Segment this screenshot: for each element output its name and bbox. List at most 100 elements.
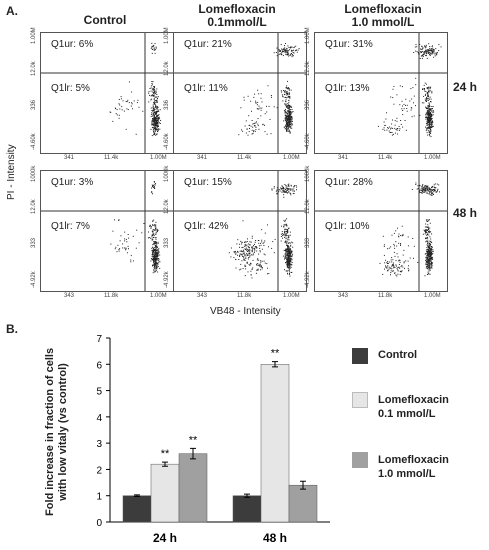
y-tick-label: -4.60k [164,133,170,150]
scatter-dots [41,33,173,153]
x-tick-label: 341 [338,155,349,161]
quadrant-lr-label: Q1lr: 11% [184,83,228,94]
y-tick-label: 1000k [31,165,37,182]
x-tick-label: 11.8k [237,293,252,299]
x-tick-label: 11.8k [378,293,393,299]
x-tick-label: 343 [64,293,75,299]
category-label: 48 h [263,531,287,545]
y-tick-label: 336 [305,99,311,110]
quadrant-ur-label: Q1ur: 28% [325,177,373,188]
scatter-dots [41,171,173,291]
scatter-plot-r1-c0: Q1ur: 3% Q1lr: 7% [40,170,174,292]
bar-1-2 [288,484,318,523]
quadrant-ur-label: Q1ur: 6% [51,39,94,50]
significance-mark: ** [189,434,198,446]
column-header-control: Control [83,13,127,27]
legend-label-lomefloxacin-01: Lomefloxacin 0.1 mmol/L [378,394,449,420]
y-tick-label: 7 [96,334,102,345]
scatter-dots [174,33,306,153]
legend: Control Lomefloxacin 0.1 mmol/L Lomeflox… [352,340,484,520]
y-tick-label: 1 [96,492,102,503]
y-tick-label: 12.0k [164,199,170,214]
bar-1-1 [260,364,290,523]
scatter-dots [174,171,306,291]
error-bar [300,480,306,490]
y-tick-label: -4.60k [31,133,37,150]
y-tick-label: 12.0k [164,61,170,76]
y-tick-label: -4.92k [164,271,170,288]
y-tick-label: 333 [31,237,37,248]
panel-a-letter: A. [6,4,18,18]
legend-label-lomefloxacin-10: Lomefloxacin 1.0 mmol/L [378,454,449,480]
quadrant-ur-label: Q1ur: 15% [184,177,232,188]
error-bar [272,361,278,368]
y-tick-label: -4.92k [31,271,37,288]
y-tick-label: -4.92k [305,271,311,288]
column-header-lomefloxacin-01: Lomefloxacin 0.1mmol/L [198,2,276,29]
quadrant-lr-label: Q1lr: 13% [325,83,370,94]
y-tick-label: 12.0k [31,199,37,214]
y-tick-label: 12.0k [31,61,37,76]
legend-label-control: Control [378,349,418,361]
x-tick-label: 1.00M [283,293,300,299]
y-tick-label: 333 [305,237,311,248]
bar-0-0 [122,495,152,523]
bar-0-2 [178,453,208,523]
quadrant-lr-label: Q1lr: 42% [184,221,229,232]
x-tick-label: 11.4k [237,155,252,161]
bar-1-0 [232,495,262,523]
x-tick-label: 11.4k [378,155,393,161]
error-bar [134,494,140,498]
bar-0-1 [150,463,180,523]
x-tick-label: 341 [64,155,75,161]
quadrant-ur-label: Q1ur: 21% [184,39,232,50]
error-bar [244,493,250,498]
error-bar [190,447,196,460]
y-tick-label: 1000k [164,165,170,182]
quadrant-ur-label: Q1ur: 3% [51,177,94,188]
category-label: 24 h [153,531,177,545]
significance-mark: ** [161,448,170,460]
column-header-lomefloxacin-10: Lomefloxacin 1.0 mmol/L [344,2,422,29]
x-tick-label: 343 [197,293,208,299]
x-tick-label: 11.4k [104,155,119,161]
y-tick-label: 333 [164,237,170,248]
quadrant-lr-label: Q1lr: 7% [51,221,90,232]
y-axis-title-pi: PI - Intensity [6,144,17,200]
quadrant-ur-label: Q1ur: 31% [325,39,373,50]
row-header-48h: 48 h [453,206,478,220]
y-tick-label: 336 [31,99,37,110]
y-tick-label: 1000k [305,165,311,182]
scatter-plot-r1-c1: Q1ur: 15% Q1lr: 42% [173,170,307,292]
scatter-dots [315,171,447,291]
y-tick-label: 4 [96,413,102,424]
scatter-plot-r0-c1: Q1ur: 21% Q1lr: 11% [173,32,307,154]
x-axis-title-vb48: VB48 - Intensity [210,306,281,317]
x-tick-label: 1.00M [150,155,167,161]
legend-swatch-lomefloxacin-10 [352,452,368,468]
y-tick-label: 1.00M [31,27,37,44]
y-tick-label: 1.00M [164,27,170,44]
y-tick-label: 2 [96,465,102,476]
panel-b-letter: B. [6,322,18,336]
scatter-plot-r0-c0: Q1ur: 6% Q1lr: 5% [40,32,174,154]
x-tick-label: 341 [197,155,208,161]
x-tick-label: 1.00M [424,155,441,161]
row-header-24h: 24 h [453,80,478,94]
y-tick-label: 6 [96,360,102,371]
y-tick-label: 5 [96,387,102,398]
x-tick-label: 11.8k [104,293,119,299]
y-tick-label: 3 [96,439,102,450]
bar-chart: 0 1 2 3 4 5 6 7 ** ** 24 h ** 48 h [96,334,330,545]
scatter-dots [315,33,447,153]
scatter-plot-r1-c2: Q1ur: 28% Q1lr: 10% [314,170,448,292]
x-tick-label: 1.00M [424,293,441,299]
y-tick-label: 1.00M [305,27,311,44]
x-tick-label: 1.00M [150,293,167,299]
y-tick-label: 12.0k [305,61,311,76]
legend-swatch-control [352,348,368,364]
legend-swatch-lomefloxacin-01 [352,392,368,408]
y-tick-label: -4.60k [305,133,311,150]
scatter-plot-r0-c2: Q1ur: 31% Q1lr: 13% [314,32,448,154]
y-tick-label: 336 [164,99,170,110]
